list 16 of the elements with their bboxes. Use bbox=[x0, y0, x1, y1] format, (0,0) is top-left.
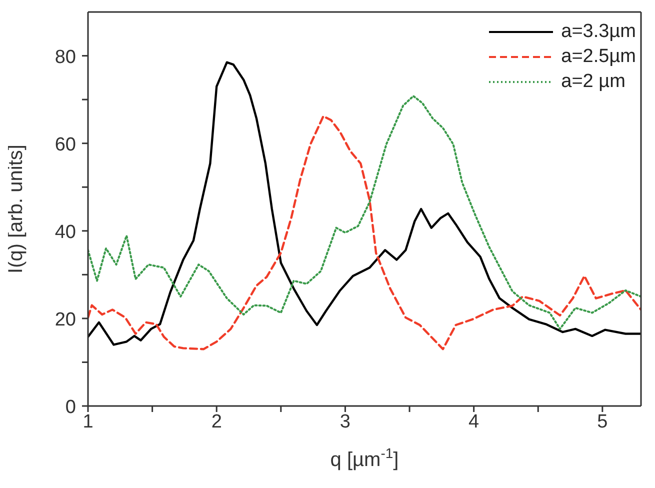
x-tick-label: 4 bbox=[468, 411, 480, 432]
y-tick-label: 60 bbox=[54, 134, 76, 156]
legend-label: a=2.5µm bbox=[561, 46, 636, 68]
x-tick-label: 5 bbox=[597, 411, 608, 432]
y-tick-label: 80 bbox=[54, 46, 76, 68]
legend-label: a=3.3µm bbox=[561, 20, 636, 42]
y-tick-label: 0 bbox=[65, 397, 76, 418]
line-series bbox=[88, 95, 641, 330]
y-tick-label: 20 bbox=[54, 309, 76, 330]
line-series bbox=[88, 115, 641, 350]
x-tick-label: 2 bbox=[211, 411, 222, 432]
x-tick-label: 3 bbox=[340, 411, 350, 432]
x-tick-label: 1 bbox=[82, 411, 94, 432]
x-axis-title: q [µm$^{-1}$] bbox=[330, 445, 399, 471]
y-tick-label: 40 bbox=[54, 222, 76, 243]
legend-label: a=2 µm bbox=[561, 70, 626, 92]
